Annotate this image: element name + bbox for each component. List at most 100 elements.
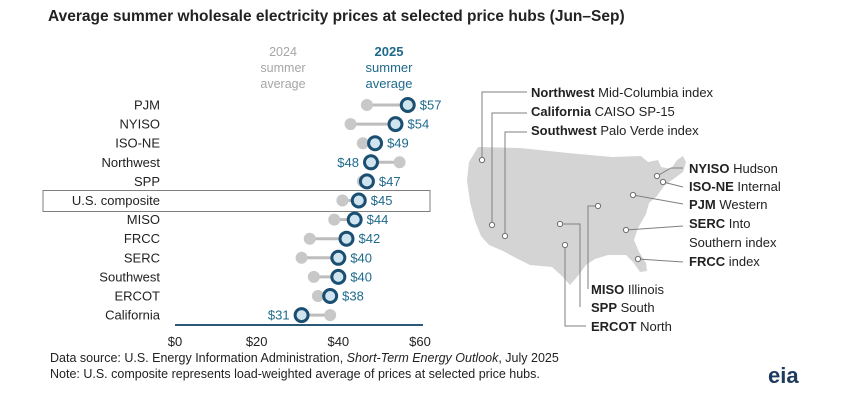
- us-map: [467, 147, 686, 285]
- value-label: $38: [342, 289, 364, 304]
- category-label: FRCC: [124, 231, 160, 246]
- value-label: $40: [350, 269, 372, 284]
- category-label: SERC: [124, 250, 160, 265]
- value-label: $40: [350, 250, 372, 265]
- dot-2025: [346, 211, 363, 228]
- map-hub-label: SERC Into: [689, 216, 750, 231]
- x-tick-label: $0: [168, 334, 182, 349]
- map-leader-line: [564, 245, 586, 327]
- category-label: PJM: [134, 98, 160, 113]
- dot-2025: [358, 173, 375, 190]
- category-label: SPP: [134, 174, 160, 189]
- hub-marker: [478, 156, 486, 164]
- hub-marker: [629, 191, 637, 199]
- dot-2025: [330, 249, 347, 266]
- category-label: Northwest: [101, 155, 160, 170]
- dot-2025: [363, 154, 379, 171]
- legend-2025-label: average: [366, 76, 413, 91]
- x-tick-label: $20: [246, 334, 268, 349]
- map-hub-label: NYISO Hudson: [689, 161, 778, 176]
- value-label: $48: [337, 155, 359, 170]
- legend-2024-label: summer: [260, 61, 305, 75]
- map-hub-label: SPP South: [591, 300, 655, 315]
- dot-2024: [356, 137, 369, 150]
- value-label: $42: [359, 231, 381, 246]
- category-label: MISO: [127, 212, 160, 227]
- hub-marker: [653, 172, 661, 180]
- data-source-note: Data source: U.S. Energy Information Adm…: [50, 351, 559, 365]
- dot-2025: [387, 116, 404, 133]
- legend-2024-label: average: [260, 77, 305, 91]
- map-leader-line: [560, 223, 581, 307]
- hub-marker: [594, 202, 602, 210]
- dot-2024: [303, 232, 316, 245]
- map-leader-line: [491, 112, 527, 225]
- value-label: $54: [408, 117, 430, 132]
- map-hub-label: PJM Western: [689, 197, 768, 212]
- value-label: $57: [420, 98, 442, 113]
- category-label: California: [105, 308, 161, 323]
- map-hub-label-line2: Southern index: [689, 235, 777, 250]
- map-leader-line: [504, 131, 527, 236]
- map-leader-line: [656, 167, 683, 177]
- dot-2025: [350, 192, 367, 209]
- dot-2024: [295, 251, 308, 264]
- value-label: $31: [268, 308, 290, 323]
- category-label: ISO-NE: [115, 136, 160, 151]
- map-hub-label: ISO-NE Internal: [689, 179, 781, 194]
- map-hub-label: California CAISO SP-15: [531, 104, 675, 119]
- legend-2025-label: summer: [366, 60, 414, 75]
- legend-2025-label: 2025: [375, 44, 404, 59]
- dot-2024: [328, 213, 341, 226]
- dot-2025: [322, 288, 339, 304]
- dot-2024: [336, 194, 349, 207]
- eia-logo: eia: [768, 363, 799, 388]
- hub-marker: [501, 232, 509, 240]
- value-label: $44: [367, 212, 389, 227]
- dot-2025: [367, 135, 384, 152]
- map-leader-line: [662, 181, 684, 188]
- hub-marker: [634, 255, 642, 263]
- dot-2025: [399, 97, 416, 113]
- map-hub-label: Northwest Mid-Columbia index: [531, 85, 714, 100]
- hub-marker: [561, 241, 569, 249]
- value-label: $45: [371, 193, 393, 208]
- dot-2024: [307, 270, 320, 283]
- dumbbell-plot: $0 $20 $40 $602024summeraverage2025summerav…: [42, 44, 442, 349]
- dot-2024: [344, 118, 357, 131]
- map-hub-label: ERCOT North: [591, 319, 672, 334]
- value-label: $47: [379, 174, 401, 189]
- map-hub-label: FRCC index: [689, 254, 760, 269]
- hub-marker: [556, 220, 564, 228]
- map-hub-label: MISO Illinois: [591, 282, 664, 297]
- hub-marker: [622, 226, 630, 234]
- value-label: $49: [387, 136, 409, 151]
- dot-2025: [330, 268, 347, 285]
- us-map-shape: [467, 147, 686, 285]
- legend-2024-label: 2024: [269, 45, 297, 59]
- highlight-box: [42, 190, 431, 212]
- hub-marker: [659, 178, 667, 186]
- x-tick-label: $60: [409, 334, 431, 349]
- dot-2024: [393, 156, 406, 169]
- composite-note: Note: U.S. composite represents load-wei…: [50, 367, 540, 381]
- map-leader-line: [625, 225, 684, 231]
- dot-2025: [293, 307, 310, 324]
- map-leader-line: [637, 258, 684, 263]
- dot-2025: [338, 230, 355, 247]
- category-label: NYISO: [120, 117, 160, 132]
- dot-2024: [360, 99, 373, 111]
- dot-2024: [311, 290, 324, 302]
- category-label: ERCOT: [115, 289, 161, 304]
- map-leader-line: [587, 205, 598, 289]
- category-label: Southwest: [99, 269, 160, 284]
- map-leader-line: [632, 194, 684, 205]
- map-leader-line: [481, 91, 527, 160]
- map-hub-label: Southwest Palo Verde index: [531, 123, 699, 138]
- map-labels: Northwest Mid-Columbia index California C…: [478, 85, 781, 334]
- chart-title: Average summer wholesale electricity pri…: [48, 8, 625, 25]
- x-tick-label: $40: [327, 334, 349, 349]
- category-label: U.S. composite: [72, 193, 160, 208]
- dot-2024: [324, 309, 337, 322]
